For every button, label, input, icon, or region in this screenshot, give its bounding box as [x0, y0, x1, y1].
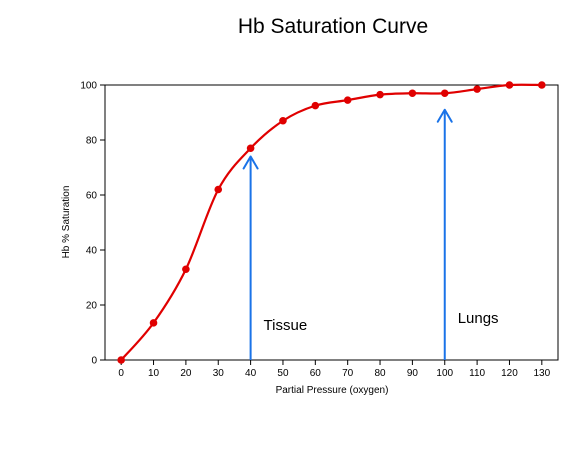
data-point	[246, 144, 255, 153]
x-tick-label: 100	[436, 368, 453, 379]
data-point	[311, 101, 320, 110]
series-line	[120, 83, 542, 361]
data-point	[440, 89, 449, 98]
data-point	[343, 96, 352, 104]
data-point	[214, 185, 223, 194]
data-point	[505, 81, 514, 89]
annotation-tissue: Tissue	[264, 317, 308, 334]
x-tick-label: 0	[118, 368, 124, 379]
x-tick-label: 70	[342, 368, 354, 379]
plot-frame	[104, 84, 559, 361]
x-axis-label: Partial Pressure (oxygen)	[276, 385, 389, 396]
x-tick-label: 50	[277, 368, 289, 379]
data-point	[149, 319, 158, 327]
data-point	[408, 89, 417, 98]
x-tick-label: 20	[180, 368, 192, 379]
axis-ticks: 0 10 20 30 40 50 60 70 80 90 100 110 120 130 0 20 40 60 80…	[80, 81, 550, 380]
chart-title: Hb Saturation Curve	[238, 15, 428, 38]
data-point	[538, 81, 546, 89]
y-tick-label: 20	[86, 301, 98, 312]
x-tick-label: 120	[501, 368, 518, 379]
arrow-tissue-head	[242, 155, 259, 170]
x-tick-label: 90	[407, 368, 419, 379]
y-tick-label: 60	[86, 191, 98, 202]
arrow-lungs-head	[436, 108, 453, 123]
x-tick-label: 30	[213, 368, 225, 379]
series	[117, 81, 546, 364]
x-tick-label: 60	[310, 368, 322, 379]
y-tick-label: 40	[86, 246, 98, 257]
data-point	[473, 85, 481, 93]
data-point	[279, 116, 287, 125]
x-tick-label: 130	[533, 368, 550, 379]
x-tick-label: 80	[374, 368, 386, 379]
annotations: Tissue Lungs	[242, 108, 499, 360]
y-tick-label: 0	[91, 356, 97, 367]
data-point	[117, 356, 125, 364]
y-axis-label: Hb % Saturation	[61, 186, 72, 259]
x-tick-label: 10	[148, 368, 160, 379]
data-point	[376, 90, 384, 99]
y-tick-label: 100	[80, 81, 97, 92]
y-tick-label: 80	[86, 136, 98, 147]
x-tick-label: 110	[469, 368, 485, 379]
annotation-lungs: Lungs	[458, 310, 499, 327]
data-point	[182, 265, 190, 274]
x-tick-label: 40	[245, 368, 257, 379]
